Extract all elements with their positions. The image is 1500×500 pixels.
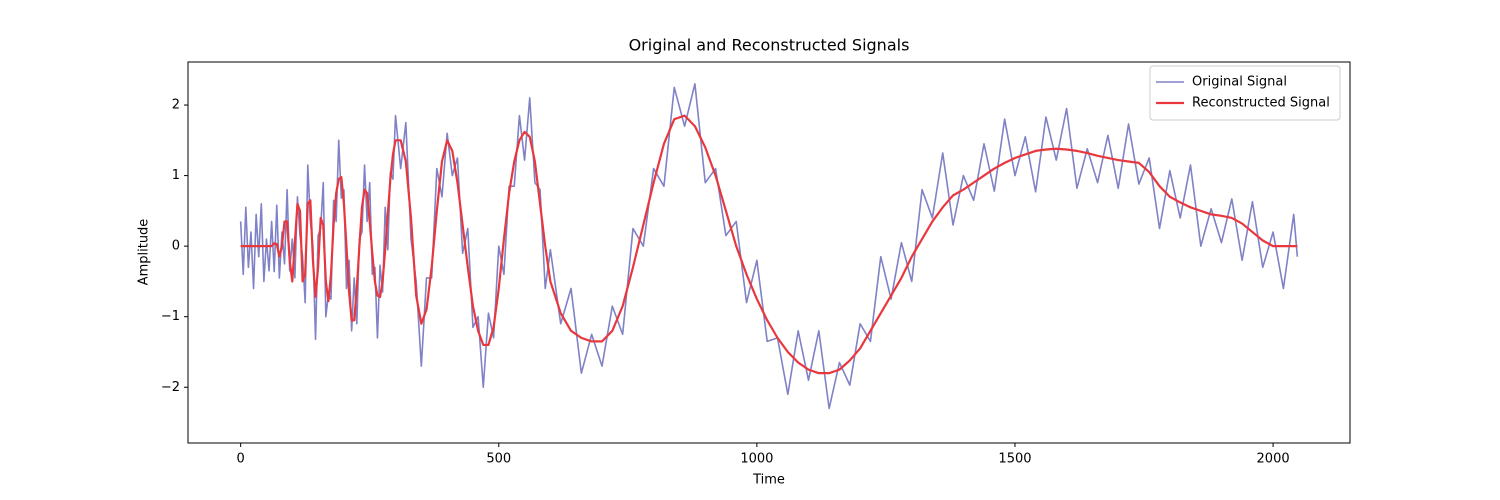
legend-box: [1149, 65, 1341, 121]
y-axis-label: Amplitude: [137, 219, 152, 286]
axes-frame: [187, 61, 1351, 444]
x-tick-label: 1500: [998, 452, 1031, 467]
y-tick-label: −1: [161, 309, 180, 324]
x-tick-label: 500: [486, 452, 511, 467]
series-line: [240, 114, 1298, 375]
x-tick-label: 1000: [740, 452, 773, 467]
y-tick-label: −2: [161, 380, 180, 395]
series-line: [239, 83, 1299, 410]
y-tick-label: 2: [172, 98, 180, 113]
y-tick-label: 0: [172, 239, 180, 254]
plot-area: [239, 83, 1299, 410]
legend-label: Original Signal: [1192, 75, 1287, 90]
chart-title: Original and Reconstructed Signals: [629, 36, 910, 55]
legend-label: Reconstructed Signal: [1192, 96, 1330, 111]
y-tick-label: 1: [172, 168, 180, 183]
x-tick-label: 0: [237, 452, 245, 467]
x-axis-label: Time: [752, 473, 785, 488]
x-tick-label: 2000: [1257, 452, 1290, 467]
